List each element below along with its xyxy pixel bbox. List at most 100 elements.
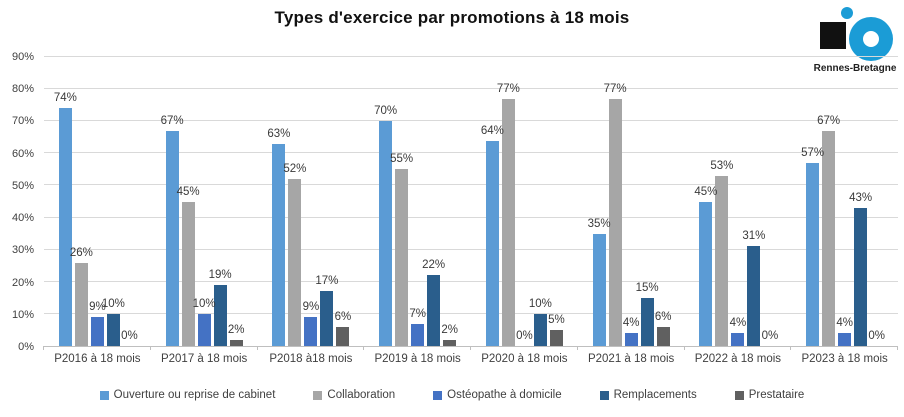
bar xyxy=(197,313,211,346)
bar-value-label: 26% xyxy=(69,246,93,259)
bar-slot: 52% xyxy=(283,57,306,346)
legend-label: Remplacements xyxy=(613,389,697,401)
bar-slot: 10% xyxy=(102,57,125,346)
bar-slot: 22% xyxy=(422,57,445,346)
bar-value-label: 22% xyxy=(422,259,446,272)
bar-value-label: 9% xyxy=(302,301,320,314)
y-tick-label: 60% xyxy=(11,147,34,160)
bar-slot: 31% xyxy=(742,57,765,346)
x-category-label: P2021 à 18 mois xyxy=(587,353,675,365)
bar-value-label: 35% xyxy=(587,217,611,230)
bar-slot: 6% xyxy=(655,57,671,346)
bar-value-label: 6% xyxy=(334,310,352,323)
bar-slot: 67% xyxy=(161,57,184,346)
bar-slot: 45% xyxy=(177,57,200,346)
bar-value-label: 52% xyxy=(283,163,307,176)
x-category-label: P2020 à 18 mois xyxy=(481,353,568,365)
legend-marker xyxy=(99,390,109,400)
bar xyxy=(822,130,836,346)
legend-item: Remplacements xyxy=(599,389,697,401)
bar xyxy=(501,98,515,346)
bar-value-label: 4% xyxy=(836,317,853,330)
bar xyxy=(747,246,761,346)
bar-slot: 26% xyxy=(70,57,93,346)
bar-slot: 67% xyxy=(817,57,840,346)
x-axis-tick xyxy=(43,346,44,350)
legend-marker xyxy=(734,390,744,400)
bar-slot: 9% xyxy=(89,57,106,346)
x-axis-tick xyxy=(790,346,792,350)
bar-value-label: 77% xyxy=(603,82,627,95)
bar-slot: 0% xyxy=(868,57,885,346)
y-tick-label: 40% xyxy=(11,212,34,225)
x-category-label: P2023 à 18 mois xyxy=(801,353,888,365)
category-group: 74% 26% 9% 10% 0% xyxy=(44,57,151,346)
bar xyxy=(181,201,195,346)
bar-slot: 6% xyxy=(334,57,352,346)
bar-value-label: 17% xyxy=(315,275,339,288)
bar-value-label: 5% xyxy=(548,313,565,326)
y-axis: 0% 10% 20% 30% 40% 50% 60% 70% 80% 90% xyxy=(0,51,38,353)
legend-label: Ouverture ou reprise de cabinet xyxy=(113,389,276,401)
bar-slot: 0% xyxy=(121,57,138,346)
bar xyxy=(656,326,670,346)
bar-slot: 10% xyxy=(529,57,552,346)
bar-slot: 17% xyxy=(315,57,338,346)
bar-slot: 77% xyxy=(497,57,520,346)
bar-value-label: 57% xyxy=(801,146,825,159)
x-category-label: P2019 à 18 mois xyxy=(374,353,461,365)
legend-marker xyxy=(433,390,443,400)
bar-slot: 7% xyxy=(409,57,426,346)
y-tick-label: 30% xyxy=(11,244,34,257)
bar xyxy=(715,175,729,346)
bar xyxy=(699,201,713,346)
bar-slot: 5% xyxy=(548,57,565,346)
bar-slot: 55% xyxy=(390,57,413,346)
bar-value-label: 77% xyxy=(496,82,520,95)
bar-value-label: 64% xyxy=(480,124,504,137)
x-category-label: P2017 à 18 mois xyxy=(160,353,248,365)
bar xyxy=(640,297,654,346)
bar xyxy=(272,143,286,346)
bar-slot: 35% xyxy=(588,57,611,346)
bar-slot: 70% xyxy=(374,57,397,346)
y-tick-label: 20% xyxy=(11,276,34,289)
bar xyxy=(395,169,409,346)
bar-slot: 77% xyxy=(604,57,627,346)
legend-item: Ostéopathe à domicile xyxy=(433,389,562,401)
bar-value-label: 70% xyxy=(374,105,398,118)
bar-value-label: 4% xyxy=(729,317,747,330)
logo-dot-icon xyxy=(841,7,853,19)
y-tick-label: 50% xyxy=(11,179,34,192)
category-group: 64% 77% 0% 10% 5% xyxy=(471,57,578,346)
bar-value-label: 2% xyxy=(441,323,458,336)
bar-value-label: 63% xyxy=(267,127,291,140)
bar-slot: 4% xyxy=(622,57,640,346)
bar-value-label: 55% xyxy=(390,153,414,166)
bar-slot: 74% xyxy=(54,57,77,346)
bar-value-label: 19% xyxy=(208,269,232,281)
legend-label: Collaboration xyxy=(327,389,396,401)
bar-slot: 0% xyxy=(516,57,533,346)
legend-item: Collaboration xyxy=(313,389,395,401)
bar-value-label: 4% xyxy=(622,317,640,330)
bar xyxy=(229,339,243,346)
logo-donut-icon xyxy=(849,17,893,61)
x-axis-tick xyxy=(683,346,685,350)
bar-value-label: 43% xyxy=(849,191,873,204)
category-group: 63% 52% 9% 17% 6% xyxy=(258,57,365,346)
bar-slot: 63% xyxy=(267,57,290,346)
bar-slot: 15% xyxy=(636,57,659,346)
bar-slot: 10% xyxy=(193,57,216,346)
bar xyxy=(608,98,622,346)
logo-donut-hole xyxy=(863,31,879,47)
y-gridline xyxy=(44,280,898,282)
bar-value-label: 53% xyxy=(710,159,734,172)
bar xyxy=(485,140,499,346)
bar-value-label: 0% xyxy=(868,330,885,342)
category-group: 57% 67% 4% 43% 0% xyxy=(791,57,898,346)
bar xyxy=(443,339,457,346)
bar xyxy=(854,207,868,346)
bar xyxy=(288,179,302,346)
y-tick-label: 10% xyxy=(11,308,34,321)
